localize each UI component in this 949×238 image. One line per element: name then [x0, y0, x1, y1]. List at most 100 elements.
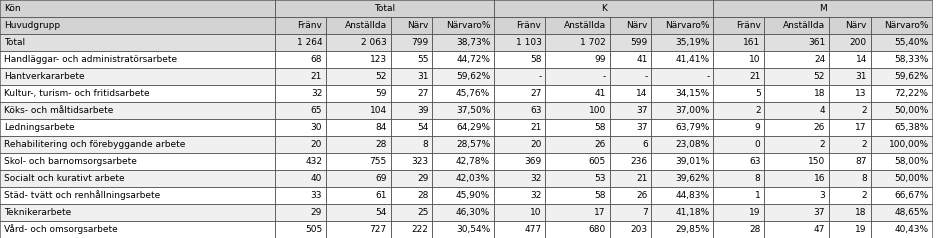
Text: Städ- tvätt och renhållningsarbete: Städ- tvätt och renhållningsarbete: [4, 191, 160, 200]
Text: 59,62%: 59,62%: [456, 72, 490, 81]
Bar: [652, 17, 714, 34]
Text: 50,00%: 50,00%: [894, 174, 928, 183]
Text: 63: 63: [530, 106, 541, 115]
Text: -: -: [644, 72, 648, 81]
Text: 477: 477: [524, 225, 541, 234]
Bar: [390, 119, 432, 136]
Text: 18: 18: [813, 89, 826, 98]
Text: 42,78%: 42,78%: [456, 157, 490, 166]
Text: Köks- och måltidsarbete: Köks- och måltidsarbete: [4, 106, 113, 115]
Text: 37: 37: [636, 106, 648, 115]
Text: 369: 369: [524, 157, 541, 166]
Bar: [432, 85, 493, 102]
Text: 28: 28: [750, 225, 761, 234]
Bar: [326, 68, 391, 85]
Text: 63,79%: 63,79%: [675, 123, 710, 132]
Text: 72,22%: 72,22%: [895, 89, 928, 98]
Text: 52: 52: [376, 72, 386, 81]
Text: 236: 236: [630, 157, 648, 166]
Bar: [610, 34, 652, 51]
Text: Närvaro%: Närvaro%: [884, 21, 928, 30]
Text: 45,90%: 45,90%: [456, 191, 490, 200]
Bar: [545, 153, 610, 170]
Bar: [0, 0, 275, 17]
Bar: [829, 68, 871, 85]
Bar: [390, 51, 432, 68]
Text: 50,00%: 50,00%: [894, 106, 928, 115]
Text: 28: 28: [376, 140, 386, 149]
Bar: [871, 153, 932, 170]
Text: 2: 2: [755, 106, 761, 115]
Text: 58: 58: [594, 123, 605, 132]
Text: 38,73%: 38,73%: [456, 38, 490, 47]
Bar: [0, 119, 275, 136]
Text: 44,83%: 44,83%: [676, 191, 710, 200]
Text: 727: 727: [369, 225, 386, 234]
Bar: [545, 34, 610, 51]
Text: 54: 54: [376, 208, 386, 217]
Text: 24: 24: [814, 55, 826, 64]
Text: 2: 2: [862, 191, 867, 200]
Bar: [0, 153, 275, 170]
Bar: [390, 187, 432, 204]
Text: Hantverkararbete: Hantverkararbete: [4, 72, 84, 81]
Text: 87: 87: [855, 157, 867, 166]
Text: 29: 29: [418, 174, 428, 183]
Bar: [545, 170, 610, 187]
Bar: [829, 34, 871, 51]
Bar: [610, 17, 652, 34]
Text: 100,00%: 100,00%: [888, 140, 928, 149]
Bar: [390, 102, 432, 119]
Bar: [493, 68, 545, 85]
Text: 26: 26: [637, 191, 648, 200]
Text: Vård- och omsorgsarbete: Vård- och omsorgsarbete: [4, 225, 118, 234]
Text: 58: 58: [530, 55, 541, 64]
Text: -: -: [538, 72, 541, 81]
Text: 63: 63: [749, 157, 761, 166]
Text: 18: 18: [855, 208, 867, 217]
Bar: [326, 170, 391, 187]
Bar: [326, 153, 391, 170]
Bar: [432, 119, 493, 136]
Text: 31: 31: [855, 72, 867, 81]
Text: 61: 61: [375, 191, 386, 200]
Bar: [652, 153, 714, 170]
Bar: [829, 51, 871, 68]
Bar: [493, 34, 545, 51]
Bar: [326, 102, 391, 119]
Bar: [390, 68, 432, 85]
Text: 29: 29: [311, 208, 322, 217]
Bar: [714, 68, 765, 85]
Text: 84: 84: [376, 123, 386, 132]
Text: 25: 25: [418, 208, 428, 217]
Bar: [275, 102, 326, 119]
Text: 10: 10: [530, 208, 541, 217]
Bar: [390, 153, 432, 170]
Bar: [390, 17, 432, 34]
Text: 32: 32: [530, 174, 541, 183]
Bar: [871, 102, 932, 119]
Bar: [765, 51, 829, 68]
Text: 27: 27: [530, 89, 541, 98]
Text: Anställda: Anställda: [783, 21, 826, 30]
Text: 28,57%: 28,57%: [456, 140, 490, 149]
Text: 200: 200: [849, 38, 867, 47]
Text: 8: 8: [861, 174, 867, 183]
Bar: [432, 68, 493, 85]
Bar: [610, 68, 652, 85]
Text: 58,33%: 58,33%: [894, 55, 928, 64]
Text: 46,30%: 46,30%: [456, 208, 490, 217]
Bar: [765, 119, 829, 136]
Text: 21: 21: [311, 72, 322, 81]
Text: Total: Total: [4, 38, 25, 47]
Bar: [714, 85, 765, 102]
Bar: [871, 17, 932, 34]
Text: Total: Total: [374, 4, 395, 13]
Text: 20: 20: [311, 140, 322, 149]
Text: 59,62%: 59,62%: [894, 72, 928, 81]
Bar: [765, 102, 829, 119]
Bar: [0, 136, 275, 153]
Bar: [326, 17, 391, 34]
Text: 19: 19: [855, 225, 867, 234]
Text: 104: 104: [369, 106, 386, 115]
